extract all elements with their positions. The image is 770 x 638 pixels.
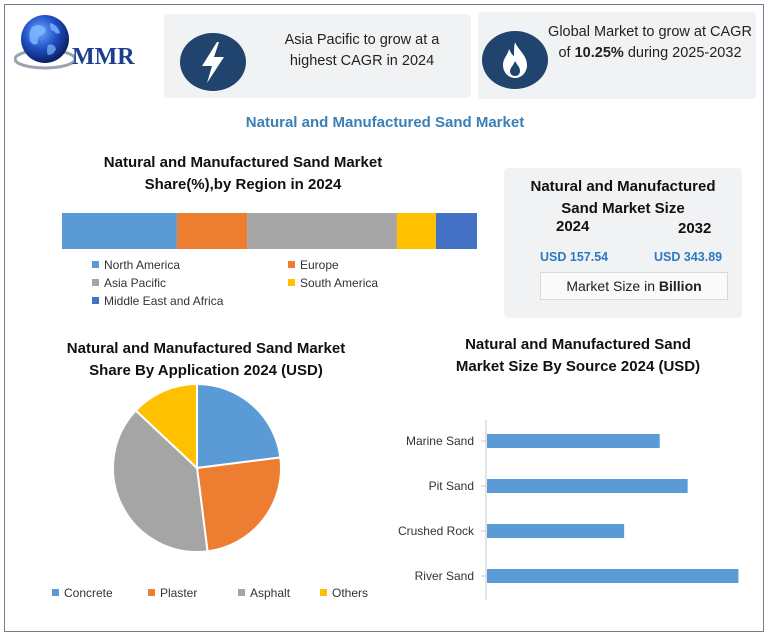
- market-size-card: Natural and Manufactured Sand Market Siz…: [504, 168, 742, 318]
- legend-swatch: [92, 297, 99, 305]
- legend-item-asia-pacific: Asia Pacific: [92, 276, 166, 290]
- region-segment-asia-pacific: [247, 213, 397, 249]
- infographic-frame: [4, 4, 764, 632]
- region-segment-europe: [176, 213, 248, 249]
- value-start: USD 157.54: [540, 250, 609, 264]
- legend-item-south-america: South America: [288, 276, 378, 290]
- main-title: Natural and Manufactured Sand Market: [245, 114, 525, 131]
- region-segment-north-america: [62, 213, 177, 249]
- legend-label: Middle East and Africa: [104, 294, 224, 308]
- bar-marine-sand: [487, 434, 660, 448]
- bar-crushed-rock: [487, 524, 625, 538]
- value-end: USD 343.89: [654, 250, 723, 264]
- application-chart-title: Natural and Manufactured Sand Market Sha…: [66, 340, 346, 379]
- legend-swatch: [92, 279, 99, 287]
- legend-swatch: [288, 279, 295, 287]
- region-stacked-bar: [62, 213, 477, 249]
- legend-item-europe: Europe: [288, 258, 339, 272]
- legend-label: Plaster: [160, 586, 198, 600]
- legend-swatch: [148, 589, 155, 597]
- legend-swatch: [288, 261, 295, 269]
- legend-label: North America: [104, 258, 181, 272]
- legend-item-concrete: Concrete: [52, 586, 113, 600]
- legend-label: South America: [300, 276, 379, 290]
- market-size-unit-box: Market Size in Billion: [540, 272, 728, 300]
- pie-slice-plaster: [195, 456, 282, 553]
- legend-item-plaster: Plaster: [148, 586, 197, 600]
- legend-item-asphalt: Asphalt: [238, 586, 290, 600]
- application-legend: Concrete Plaster Asphalt Others: [52, 586, 382, 604]
- category-label-marine-sand: Marine Sand: [406, 434, 474, 448]
- category-label-river-sand: River Sand: [415, 569, 474, 583]
- legend-label: Europe: [300, 258, 339, 272]
- pie-slice-others: [134, 382, 198, 471]
- region-segment-middle-east-and-africa: [435, 213, 477, 249]
- flame-icon: [482, 31, 548, 89]
- region-segment-south-america: [396, 213, 436, 249]
- pie-slice-concrete: [196, 382, 282, 470]
- market-size-title: Natural and Manufactured Sand Market Siz…: [530, 178, 716, 217]
- pie-slice-asphalt: [112, 409, 209, 553]
- legend-item-middle-east-and-africa: Middle East and Africa: [92, 294, 223, 308]
- source-bar-chart: Marine Sand Pit Sand Crushed Rock River San…: [398, 420, 739, 600]
- legend-swatch: [92, 261, 99, 269]
- category-label-crushed-rock: Crushed Rock: [398, 524, 475, 538]
- bar-pit-sand: [487, 479, 688, 493]
- application-pie-chart: [112, 382, 282, 553]
- legend-swatch: [52, 589, 59, 597]
- region-chart-title: Natural and Manufactured Sand Market Sha…: [103, 154, 383, 193]
- lightning-bolt-icon: [180, 33, 246, 91]
- legend-swatch: [238, 589, 245, 597]
- legend-item-others: Others: [320, 586, 368, 600]
- legend-label: Asia Pacific: [104, 276, 167, 290]
- globe-logo-icon: [14, 15, 76, 70]
- year-start-label: 2024: [556, 218, 590, 235]
- highlight-text-asia-pacific: Asia Pacific to grow at a highest CAGR i…: [284, 32, 440, 69]
- legend-swatch: [320, 589, 327, 597]
- legend-label: Others: [332, 586, 369, 600]
- legend-label: Asphalt: [250, 586, 291, 600]
- highlight-card-asia-pacific: Asia Pacific to grow at a highest CAGR i…: [164, 14, 471, 98]
- legend-item-north-america: North America: [92, 258, 180, 272]
- highlight-text-global-cagr: Global Market to grow at CAGR of 10.25% …: [548, 24, 752, 61]
- year-end-label: 2032: [678, 220, 712, 237]
- category-label-pit-sand: Pit Sand: [429, 479, 474, 493]
- highlight-card-global-cagr: Global Market to grow at CAGR of 10.25% …: [478, 12, 756, 99]
- source-chart-title: Natural and Manufactured Sand Market Siz…: [455, 336, 701, 375]
- region-legend: North America Europe Asia Pacific South Ame…: [92, 258, 452, 314]
- legend-label: Concrete: [64, 586, 113, 600]
- bar-river-sand: [487, 569, 739, 583]
- brand-logo-text: MMR: [72, 44, 135, 70]
